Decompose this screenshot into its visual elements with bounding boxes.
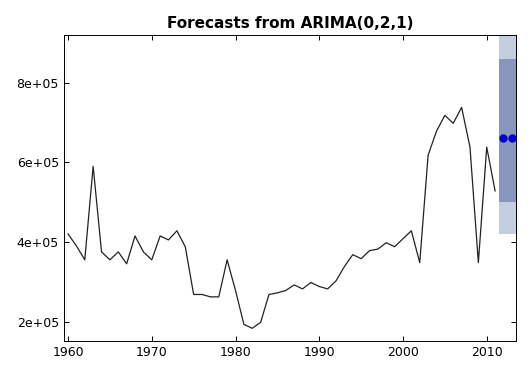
- Bar: [500, 19, 516, 234]
- Title: Forecasts from ARIMA(0,2,1): Forecasts from ARIMA(0,2,1): [167, 16, 413, 31]
- Bar: [500, 59, 516, 202]
